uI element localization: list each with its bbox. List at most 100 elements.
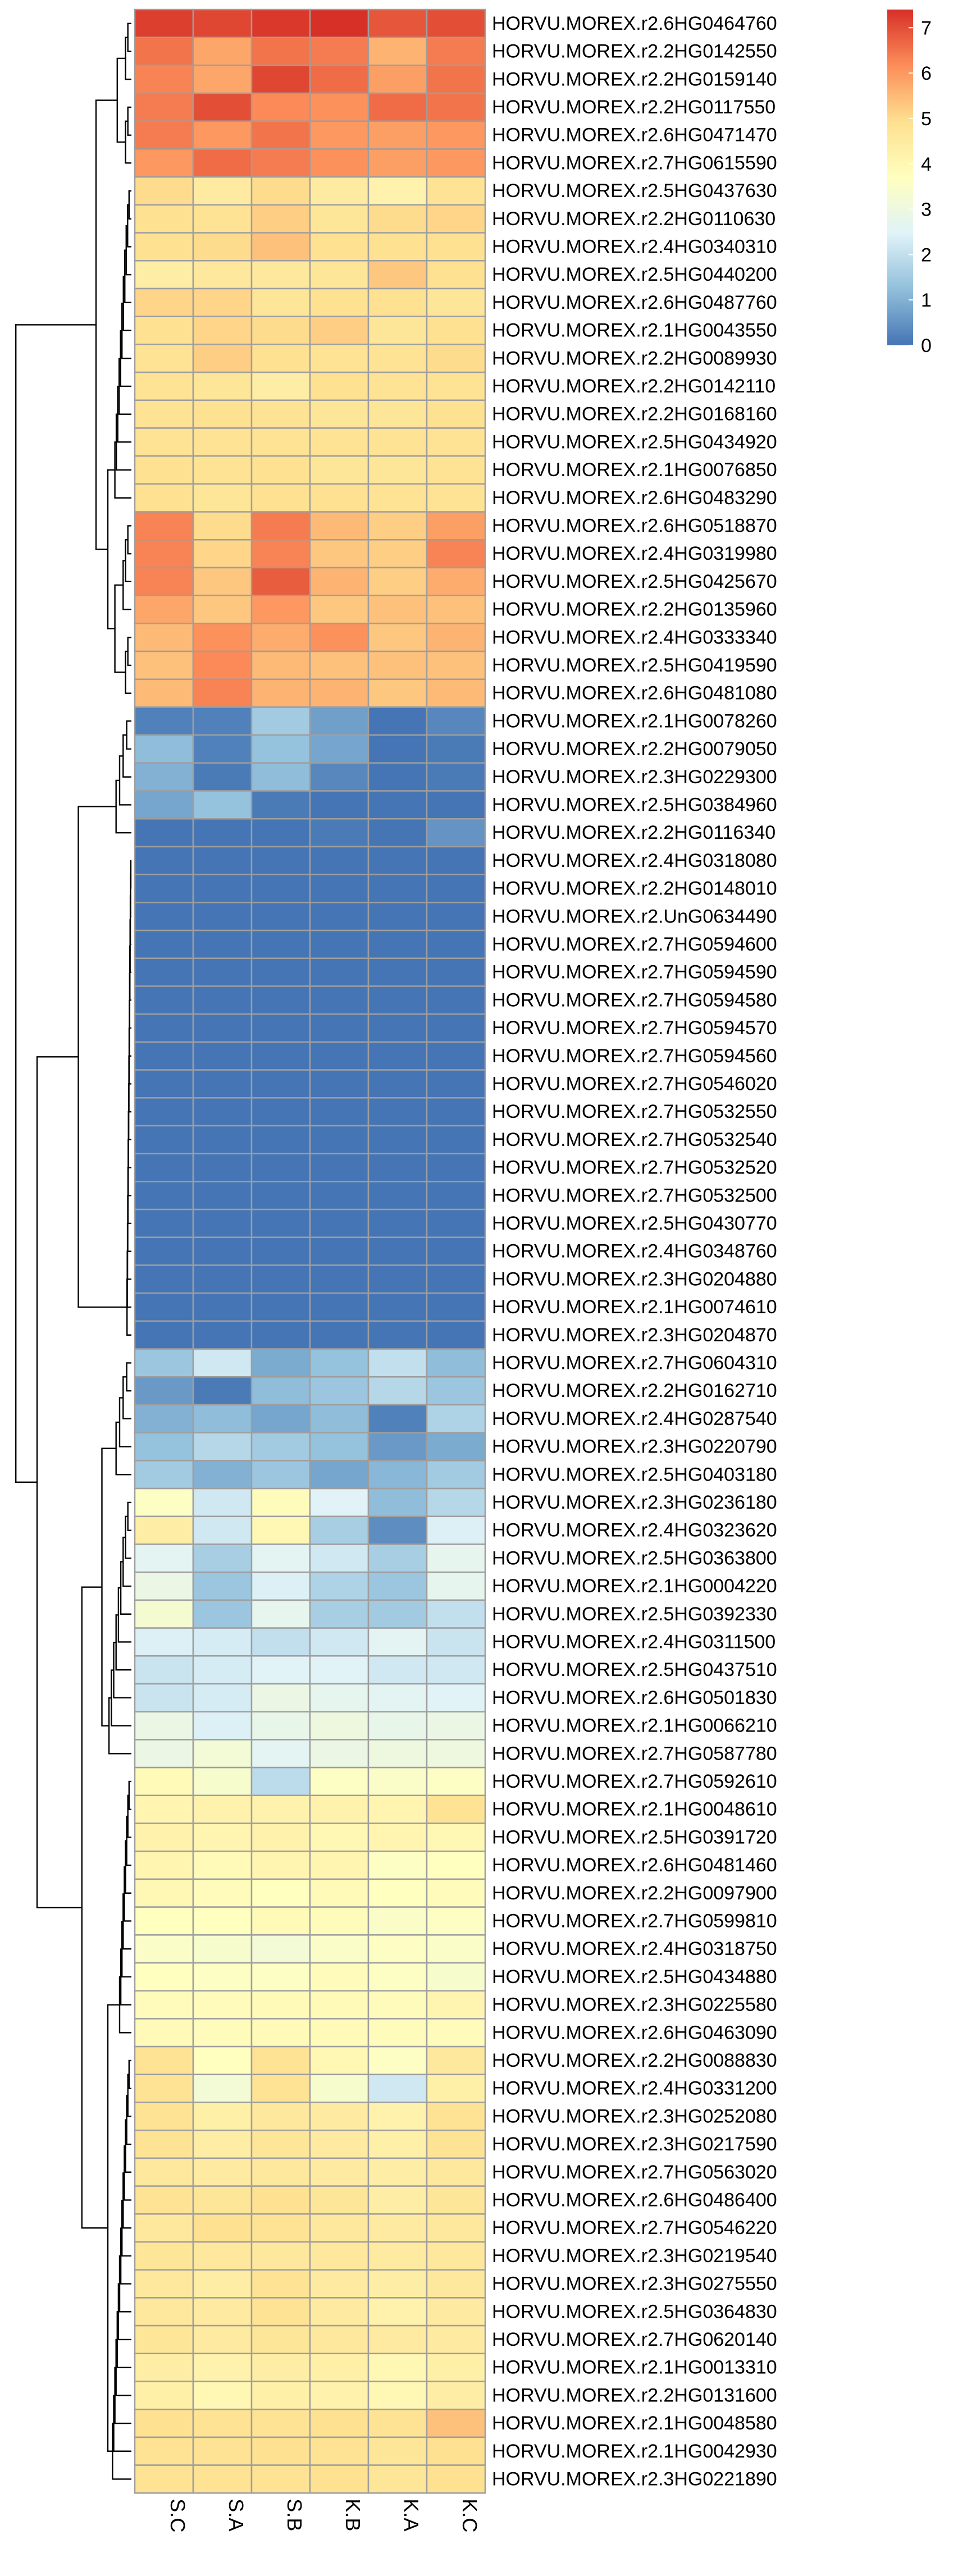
heatmap-cell: [250, 1376, 311, 1406]
heatmap-cell: [426, 2381, 486, 2410]
heatmap-cell: [192, 1794, 253, 1824]
heatmap-cell: [367, 734, 428, 764]
heatmap-cell: [426, 1348, 486, 1378]
row-label: HORVU.MOREX.r2.1HG0066210: [492, 1715, 777, 1737]
heatmap-cell: [192, 287, 253, 317]
heatmap-cell: [309, 1543, 370, 1573]
row-label: HORVU.MOREX.r2.7HG0594580: [492, 989, 777, 1011]
heatmap-cell: [134, 1766, 194, 1797]
heatmap-cell: [426, 902, 486, 931]
heatmap-cell: [250, 1236, 311, 1266]
heatmap-cell: [367, 176, 428, 206]
row-label: HORVU.MOREX.r2.5HG0425670: [492, 571, 777, 592]
row-label: HORVU.MOREX.r2.2HG0088830: [492, 2050, 777, 2071]
heatmap-cell: [367, 1962, 428, 1992]
heatmap-cell: [367, 455, 428, 485]
heatmap-cell: [367, 1153, 428, 1182]
row-label: HORVU.MOREX.r2.5HG0419590: [492, 655, 777, 676]
dendrogram-branch: [115, 1421, 131, 1476]
row-label: HORVU.MOREX.r2.7HG0592610: [492, 1771, 777, 1792]
row-label: HORVU.MOREX.r2.2HG0089930: [492, 348, 777, 369]
heatmap-cell: [426, 1376, 486, 1406]
heatmap-cell: [309, 36, 370, 66]
heatmap-cell: [134, 1850, 194, 1880]
row-label: HORVU.MOREX.r2.3HG0221890: [492, 2468, 777, 2490]
heatmap-cell: [367, 929, 428, 960]
heatmap-cell: [426, 650, 486, 680]
heatmap-cell: [134, 1990, 194, 2020]
heatmap-cell: [426, 595, 486, 624]
heatmap-cell: [367, 1376, 428, 1406]
heatmap-cell: [192, 176, 253, 206]
heatmap-cell: [250, 1460, 311, 1490]
heatmap-cell: [426, 1906, 486, 1936]
heatmap-cell: [367, 1041, 428, 1071]
column-label: S.A: [225, 2499, 248, 2531]
heatmap-cell: [426, 1320, 486, 1350]
row-label: HORVU.MOREX.r2.5HG0437510: [492, 1659, 777, 1680]
heatmap-cell: [426, 2213, 486, 2243]
heatmap-cell: [250, 1125, 311, 1154]
row-label: HORVU.MOREX.r2.6HG0501830: [492, 1687, 777, 1709]
heatmap-cell: [367, 427, 428, 457]
heatmap-cell: [309, 1906, 370, 1936]
heatmap-cell: [309, 1655, 370, 1685]
heatmap-cell: [192, 1543, 253, 1573]
heatmap-cell: [309, 818, 370, 848]
heatmap-cell: [309, 1208, 370, 1239]
heatmap-cell: [309, 1683, 370, 1712]
heatmap-cell: [426, 316, 486, 345]
heatmap-cell: [426, 846, 486, 875]
column-label: K.C: [458, 2499, 481, 2532]
row-label: HORVU.MOREX.r2.5HG0384960: [492, 794, 777, 815]
heatmap-cell: [192, 2241, 253, 2271]
heatmap-cell: [426, 1934, 486, 1964]
heatmap-cell: [250, 232, 311, 262]
heatmap-cell: [309, 399, 370, 429]
heatmap-cell: [367, 1181, 428, 1211]
heatmap-cell: [367, 1487, 428, 1518]
heatmap-cell: [426, 818, 486, 848]
heatmap-cell: [309, 902, 370, 931]
row-label: HORVU.MOREX.r2.7HG0594570: [492, 1017, 777, 1039]
heatmap-cell: [192, 2157, 253, 2187]
row-label: HORVU.MOREX.r2.5HG0391720: [492, 1826, 777, 1848]
heatmap-cell: [367, 1013, 428, 1043]
row-label: HORVU.MOREX.r2.2HG0097900: [492, 1883, 777, 1904]
heatmap-cell: [192, 2381, 253, 2410]
dendrogram-branch: [116, 57, 126, 143]
heatmap-cell: [250, 762, 311, 792]
heatmap-cell: [367, 2157, 428, 2187]
heatmap-cell: [134, 1460, 194, 1490]
row-label: HORVU.MOREX.r2.3HG0219540: [492, 2245, 777, 2267]
heatmap-cell: [426, 1069, 486, 1099]
heatmap-cell: [134, 1823, 194, 1852]
heatmap-cell: [367, 1208, 428, 1239]
row-label: HORVU.MOREX.r2.2HG0079050: [492, 738, 777, 760]
heatmap-cell: [309, 511, 370, 541]
heatmap-cell: [367, 595, 428, 624]
heatmap-cell: [426, 957, 486, 987]
heatmap-cell: [250, 427, 311, 457]
heatmap-cell: [367, 1264, 428, 1294]
row-label: HORVU.MOREX.r2.2HG0110630: [492, 208, 776, 230]
heatmap-cell: [134, 902, 194, 931]
heatmap-cell: [250, 287, 311, 317]
heatmap-cell: [426, 1878, 486, 1908]
heatmap-cell: [192, 2353, 253, 2382]
heatmap-cell: [309, 957, 370, 987]
heatmap-cell: [192, 399, 253, 429]
row-label: HORVU.MOREX.r2.7HG0546020: [492, 1073, 777, 1094]
heatmap-cell: [192, 2213, 253, 2243]
heatmap-cell: [250, 2129, 311, 2159]
heatmap-cell: [309, 2045, 370, 2076]
heatmap-cell: [192, 2408, 253, 2438]
row-label: HORVU.MOREX.r2.6HG0481460: [492, 1855, 777, 1876]
heatmap-cell: [309, 2018, 370, 2048]
heatmap-cell: [192, 2297, 253, 2327]
row-label: HORVU.MOREX.r2.6HG0471470: [492, 125, 777, 146]
heatmap-cell: [134, 2102, 194, 2131]
heatmap-cell: [426, 1655, 486, 1685]
row-label: HORVU.MOREX.r2.3HG0275550: [492, 2273, 777, 2295]
heatmap-cell: [134, 734, 194, 764]
